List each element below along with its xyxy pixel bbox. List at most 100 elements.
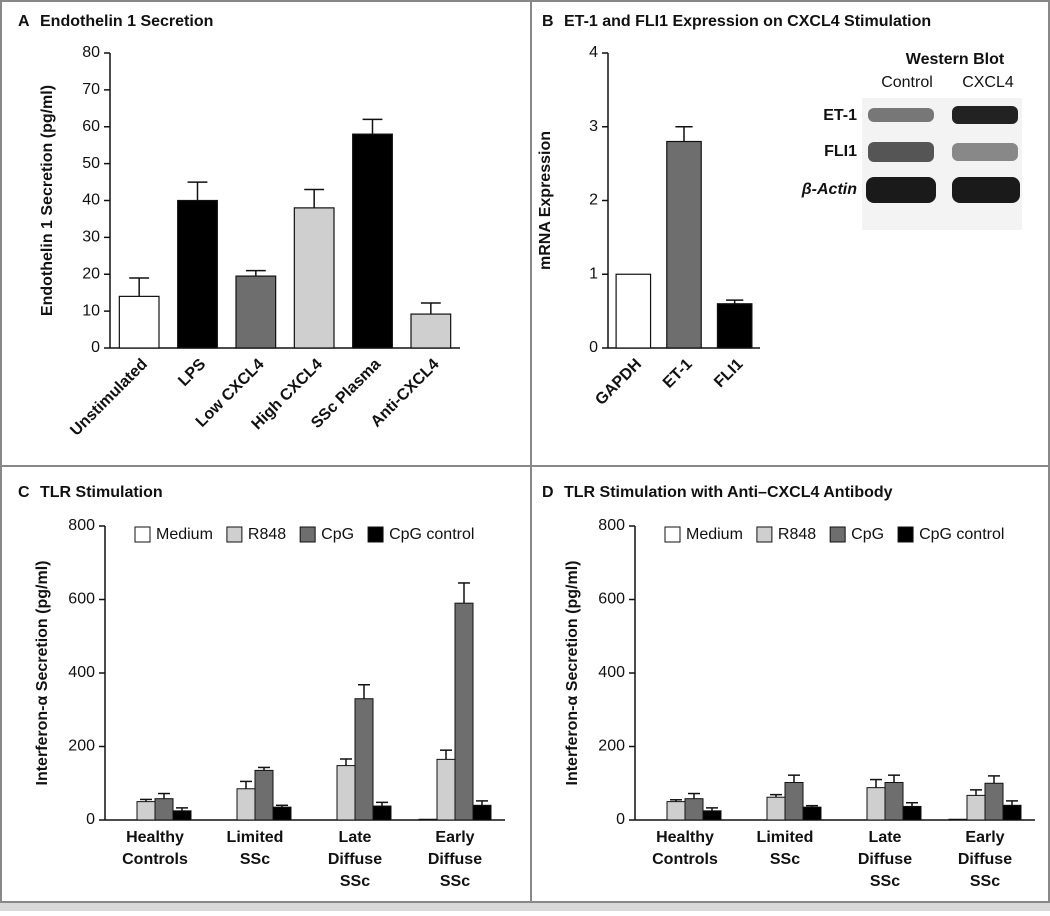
- x-tick-label: Healthy: [126, 829, 184, 846]
- bar: [784, 782, 804, 821]
- y-tick-label: 40: [82, 192, 100, 209]
- legend-swatch: [134, 526, 151, 543]
- blot-band: [952, 106, 1018, 124]
- y-axis-label: Interferon-α Secretion (pg/ml): [564, 561, 581, 786]
- bar: [436, 758, 456, 821]
- x-tick-label: SSc: [770, 851, 800, 868]
- blot-band: [866, 177, 936, 203]
- x-tick-label: SSc: [440, 873, 470, 890]
- bar: [472, 804, 492, 821]
- y-tick-label: 20: [82, 265, 100, 282]
- x-tick-label: FLI1: [711, 356, 746, 391]
- legend-label: Medium: [156, 526, 213, 543]
- bar: [1002, 804, 1022, 821]
- blot-row: ET-1: [823, 107, 857, 124]
- bar: [615, 273, 652, 349]
- y-tick-label: 80: [82, 44, 100, 61]
- x-tick-label: Limited: [757, 829, 814, 846]
- blot-row: β-Actin: [801, 181, 857, 198]
- y-tick-label: 400: [68, 664, 95, 681]
- y-tick-label: 0: [86, 811, 95, 828]
- bar: [902, 805, 922, 821]
- x-tick-label: Controls: [122, 851, 188, 868]
- y-tick-label: 800: [68, 517, 95, 534]
- y-tick-label: 4: [589, 44, 598, 61]
- y-axis-label: mRNA Expression: [537, 131, 554, 270]
- y-tick-label: 400: [598, 664, 625, 681]
- bar: [410, 313, 452, 349]
- footer-band: [0, 903, 1050, 911]
- bar: [454, 602, 474, 821]
- y-tick-label: 0: [616, 811, 625, 828]
- x-tick-label: Diffuse: [328, 851, 382, 868]
- bar: [336, 765, 356, 821]
- blot-title: Western Blot: [906, 51, 1005, 68]
- bar: [666, 801, 686, 821]
- panel-title: Endothelin 1 Secretion: [40, 13, 213, 30]
- panel-title: TLR Stimulation: [40, 484, 163, 501]
- bar: [684, 798, 704, 821]
- blot-band: [868, 108, 934, 122]
- bar: [418, 818, 438, 821]
- x-tick-label: Controls: [652, 851, 718, 868]
- y-tick-label: 800: [598, 517, 625, 534]
- y-tick-label: 1: [589, 265, 598, 282]
- bar: [966, 794, 986, 821]
- western-blot: Western Blot Control CXCL4 ET-1 FLI1 β-A…: [801, 51, 1022, 230]
- y-tick-label: 10: [82, 302, 100, 319]
- bar: [984, 782, 1004, 821]
- legend-swatch: [829, 526, 846, 543]
- bar: [716, 303, 753, 349]
- bar: [118, 295, 160, 349]
- blot-band: [952, 143, 1018, 161]
- blot-row: FLI1: [824, 143, 857, 160]
- bar: [884, 782, 904, 821]
- bar: [177, 199, 218, 349]
- x-tick-label: Healthy: [656, 829, 714, 846]
- panel-letter: B: [542, 13, 554, 30]
- bar: [372, 805, 392, 821]
- y-tick-label: 0: [91, 339, 100, 356]
- x-tick-label: ET-1: [660, 356, 696, 392]
- x-tick-label: LPS: [175, 356, 209, 390]
- legend-label: Medium: [686, 526, 743, 543]
- x-tick-label: Early: [965, 829, 1004, 846]
- panel-letter: A: [18, 13, 30, 30]
- blot-band: [952, 177, 1020, 203]
- panel-letter: C: [18, 484, 30, 501]
- bar: [354, 698, 374, 821]
- y-tick-label: 0: [589, 339, 598, 356]
- x-tick-label: SSc: [240, 851, 270, 868]
- legend-swatch: [299, 526, 316, 543]
- bar: [702, 810, 722, 821]
- y-tick-label: 200: [598, 738, 625, 755]
- y-tick-label: 30: [82, 229, 100, 246]
- bar: [235, 275, 277, 349]
- y-axis-label: Interferon-α Secretion (pg/ml): [34, 561, 51, 786]
- x-tick-label: GAPDH: [592, 356, 645, 409]
- y-tick-label: 50: [82, 155, 100, 172]
- legend-label: R848: [778, 526, 816, 543]
- y-tick-label: 2: [589, 192, 598, 209]
- legend-label: CpG control: [389, 526, 474, 543]
- y-tick-label: 70: [82, 81, 100, 98]
- bar: [293, 207, 335, 349]
- x-tick-label: SSc: [870, 873, 900, 890]
- x-tick-label: Diffuse: [428, 851, 482, 868]
- x-tick-label: Unstimulated: [67, 356, 151, 440]
- legend-swatch: [756, 526, 773, 543]
- legend-label: R848: [248, 526, 286, 543]
- bar: [802, 806, 822, 821]
- panel-title: TLR Stimulation with Anti–CXCL4 Antibody: [564, 484, 893, 501]
- panel-letter: D: [542, 484, 554, 501]
- x-tick-label: Late: [869, 829, 902, 846]
- legend-swatch: [664, 526, 681, 543]
- y-axis-label: Endothelin 1 Secretion (pg/ml): [39, 85, 56, 316]
- blot-column: CXCL4: [962, 74, 1014, 91]
- legend-swatch: [226, 526, 243, 543]
- x-tick-label: SSc: [970, 873, 1000, 890]
- legend-label: CpG: [851, 526, 884, 543]
- x-tick-label: Diffuse: [958, 851, 1012, 868]
